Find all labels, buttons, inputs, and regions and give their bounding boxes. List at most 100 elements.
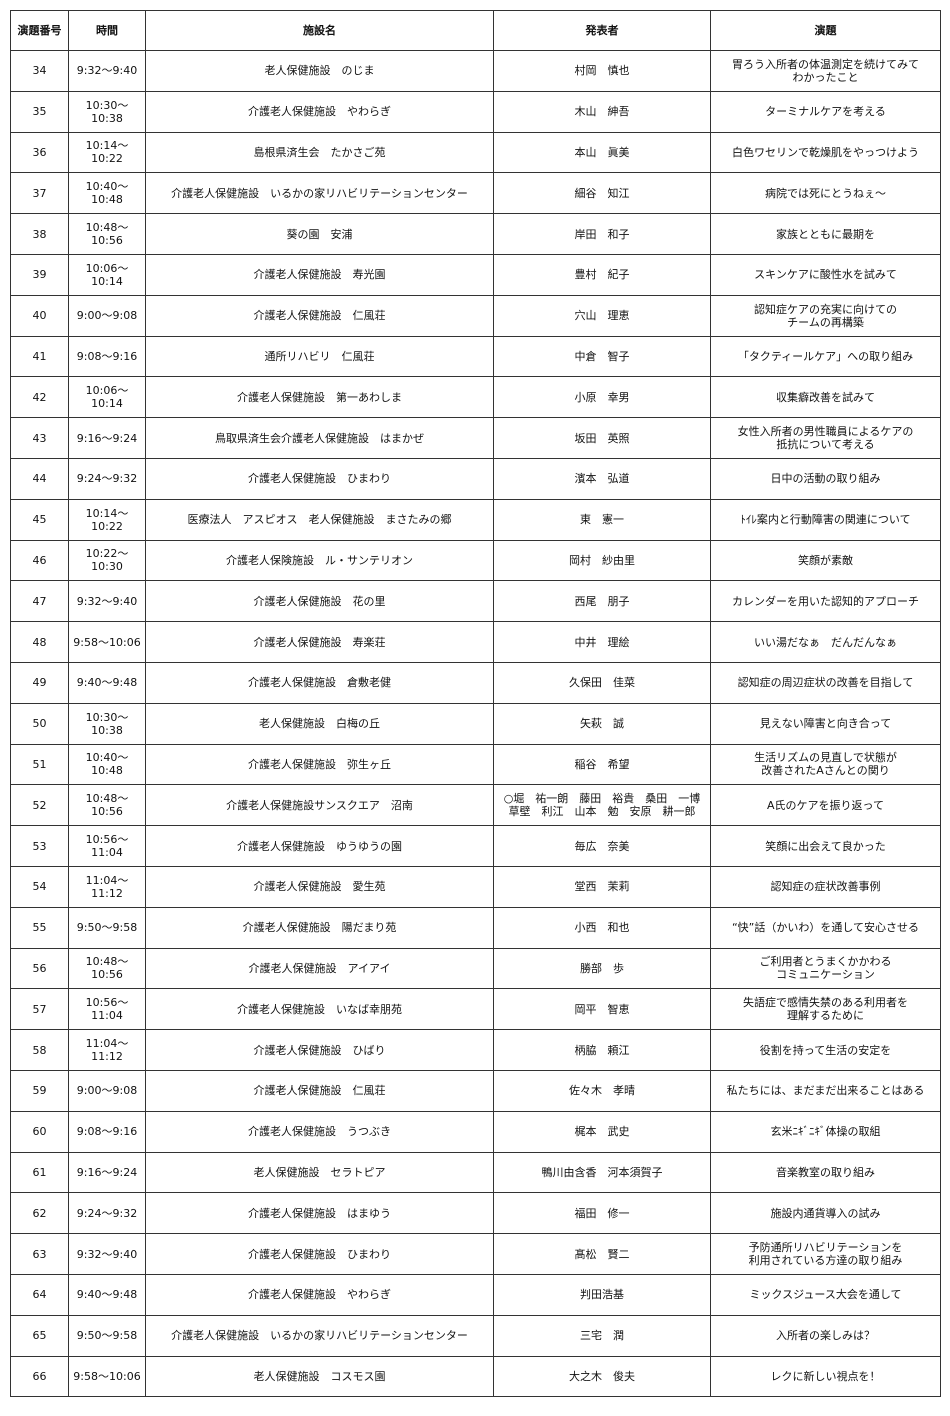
number-cell: 52 — [10, 784, 69, 827]
table-row: 40 9:00～9:08 介護老人保健施設 仁風荘 穴山 理恵 認知症ケアの充実に向けて… — [10, 294, 941, 337]
topic-cell: ご利用者とうまくかかわる コミュニケーション — [710, 947, 941, 990]
presenter-cell: 西尾 朋子 — [493, 580, 711, 623]
topic-cell: 胃ろう入所者の体温測定を続けてみて わかったこと — [710, 50, 941, 92]
topic-cell: 入所者の楽しみは？ — [710, 1314, 941, 1357]
time-cell: 9:16～9:24 — [68, 417, 146, 459]
facility-cell: 老人保健施設 のじま — [145, 50, 494, 92]
number-cell: 49 — [10, 661, 69, 704]
time-cell: 10:06～10:14 — [68, 376, 146, 419]
topic-cell: “快”話（かいわ）を通して安心させる — [710, 906, 941, 949]
topic-cell: 認知症の周辺症状の改善を目指して — [710, 661, 941, 704]
number-cell: 56 — [10, 947, 69, 990]
number-cell: 37 — [10, 172, 69, 215]
presenter-cell: 本山 眞美 — [493, 131, 711, 174]
facility-cell: 介護老人保健施設 仁風荘 — [145, 1069, 494, 1112]
number-cell: 36 — [10, 131, 69, 174]
topic-cell: ﾄｲﾚ案内と行動障害の関連について — [710, 498, 941, 541]
topic-cell: いい湯だなぁ だんだんなぁ — [710, 621, 941, 663]
presenter-cell: 中倉 智子 — [493, 335, 711, 378]
time-cell: 9:08～9:16 — [68, 335, 146, 378]
facility-cell: 介護老人保健施設 弥生ヶ丘 — [145, 743, 494, 786]
time-cell: 9:58～10:06 — [68, 1355, 146, 1398]
facility-cell: 介護老人保健施設 いなば幸朋苑 — [145, 988, 494, 1031]
facility-cell: 介護老人保健施設 うつぶき — [145, 1110, 494, 1153]
facility-cell: 介護老人保健施設 仁風荘 — [145, 294, 494, 337]
facility-cell: 介護老人保健施設 第一あわしま — [145, 376, 494, 419]
presenter-cell: 細谷 知江 — [493, 172, 711, 215]
number-cell: 57 — [10, 988, 69, 1031]
header-cell: 演題 — [710, 10, 941, 51]
table-row: 43 9:16～9:24 鳥取県済生会介護老人保健施設 はまかぜ 坂田 英照 女性入所者… — [10, 417, 941, 459]
topic-cell: 施設内通貨導入の試み — [710, 1192, 941, 1235]
facility-cell: 鳥取県済生会介護老人保健施設 はまかぜ — [145, 417, 494, 459]
time-cell: 9:00～9:08 — [68, 294, 146, 337]
topic-cell: 白色ワセリンで乾燥肌をやっつけよう — [710, 131, 941, 174]
table-row: 52 10:48～10:56 介護老人保健施設サンスクエア 沼南 ○堀 祐一朗 藤田 … — [10, 784, 941, 827]
table-row: 36 10:14～10:22 島根県済生会 たかさご苑 本山 眞美 白色ワセリンで乾燥肌… — [10, 131, 941, 174]
presenter-cell: 濱本 弘道 — [493, 457, 711, 500]
time-cell: 9:50～9:58 — [68, 906, 146, 949]
presenter-cell: 鴨川由含香 河本須賀子 — [493, 1151, 711, 1194]
number-cell: 38 — [10, 213, 69, 255]
table-row: 46 10:22～10:30 介護老人保険施設 ル・サンテリオン 岡村 紗由里 笑顔が素… — [10, 539, 941, 582]
facility-cell: 医療法人 アスピオス 老人保健施設 まさたみの郷 — [145, 498, 494, 541]
facility-cell: 介護老人保健施設 寿光園 — [145, 253, 494, 296]
table-row: 37 10:40～10:48 介護老人保健施設 いるかの家リハビリテーションセンター… — [10, 172, 941, 215]
facility-cell: 介護老人保健施設 寿楽荘 — [145, 621, 494, 663]
time-cell: 9:58～10:06 — [68, 621, 146, 663]
number-cell: 45 — [10, 498, 69, 541]
presenter-cell: 小西 和也 — [493, 906, 711, 949]
number-cell: 47 — [10, 580, 69, 623]
topic-cell: 生活リズムの見直しで状態が 改善されたAさんとの関り — [710, 743, 941, 786]
number-cell: 63 — [10, 1233, 69, 1275]
table-row: 41 9:08～9:16 通所リハビリ 仁風荘 中倉 智子 「タクティールケア」への取り… — [10, 335, 941, 378]
facility-cell: 老人保健施設 白梅の丘 — [145, 702, 494, 745]
header-cell: 時間 — [68, 10, 146, 51]
presenter-cell: 福田 修一 — [493, 1192, 711, 1235]
table-row: 65 9:50～9:58 介護老人保健施設 いるかの家リハビリテーションセンター 三宅… — [10, 1314, 941, 1357]
table-row: 54 11:04～11:12 介護老人保健施設 愛生苑 堂西 茉莉 認知症の症状改善事例 — [10, 865, 941, 908]
facility-cell: 介護老人保健施設 はまゆう — [145, 1192, 494, 1235]
number-cell: 60 — [10, 1110, 69, 1153]
table-row: 61 9:16～9:24 老人保健施設 セラトピア 鴨川由含香 河本須賀子 音楽教室の取… — [10, 1151, 941, 1194]
topic-cell: 認知症の症状改善事例 — [710, 865, 941, 908]
presenter-cell: ○堀 祐一朗 藤田 裕貴 桑田 一博 草壁 利江 山本 勉 安原 耕一郎 — [493, 784, 711, 827]
number-cell: 51 — [10, 743, 69, 786]
time-cell: 9:40～9:48 — [68, 661, 146, 704]
number-cell: 59 — [10, 1069, 69, 1112]
topic-cell: 笑顔が素敵 — [710, 539, 941, 582]
table-row: 39 10:06～10:14 介護老人保健施設 寿光園 豊村 紀子 スキンケアに酸性水を… — [10, 253, 941, 296]
number-cell: 43 — [10, 417, 69, 459]
facility-cell: 介護老人保健施設 やわらぎ — [145, 1273, 494, 1316]
number-cell: 54 — [10, 865, 69, 908]
topic-cell: カレンダーを用いた認知的アプローチ — [710, 580, 941, 623]
table-row: 34 9:32～9:40 老人保健施設 のじま 村岡 慎也 胃ろう入所者の体温測定を続け… — [10, 50, 941, 92]
time-cell: 9:32～9:40 — [68, 1233, 146, 1275]
presenter-cell: 毎広 奈美 — [493, 825, 711, 867]
facility-cell: 介護老人保健施設サンスクエア 沼南 — [145, 784, 494, 827]
table-body: 34 9:32～9:40 老人保健施設 のじま 村岡 慎也 胃ろう入所者の体温測定を続け… — [10, 50, 941, 1398]
topic-cell: 見えない障害と向き合って — [710, 702, 941, 745]
time-cell: 10:14～10:22 — [68, 498, 146, 541]
topic-cell: 認知症ケアの充実に向けての チームの再構築 — [710, 294, 941, 337]
topic-cell: 失語症で感情失禁のある利用者を 理解するために — [710, 988, 941, 1031]
table-row: 44 9:24～9:32 介護老人保健施設 ひまわり 濱本 弘道 日中の活動の取り組み — [10, 457, 941, 500]
number-cell: 39 — [10, 253, 69, 296]
presenter-cell: 三宅 潤 — [493, 1314, 711, 1357]
table-row: 47 9:32～9:40 介護老人保健施設 花の里 西尾 朋子 カレンダーを用いた認知的… — [10, 580, 941, 623]
presenter-cell: 勝部 歩 — [493, 947, 711, 990]
number-cell: 64 — [10, 1273, 69, 1316]
table-row: 62 9:24～9:32 介護老人保健施設 はまゆう 福田 修一 施設内通貨導入の試み — [10, 1192, 941, 1235]
facility-cell: 老人保健施設 セラトピア — [145, 1151, 494, 1194]
presenter-cell: 村岡 慎也 — [493, 50, 711, 92]
number-cell: 62 — [10, 1192, 69, 1235]
table-row: 55 9:50～9:58 介護老人保健施設 陽だまり苑 小西 和也 “快”話（かいわ）を… — [10, 906, 941, 949]
topic-cell: 予防通所リハビリテーションを 利用されている方達の取り組み — [710, 1233, 941, 1275]
topic-cell: ターミナルケアを考える — [710, 90, 941, 133]
presenter-cell: 岡平 智恵 — [493, 988, 711, 1031]
facility-cell: 介護老人保健施設 花の里 — [145, 580, 494, 623]
topic-cell: 笑顔に出会えて良かった — [710, 825, 941, 867]
table-row: 53 10:56～11:04 介護老人保健施設 ゆうゆうの園 毎広 奈美 笑顔に出会えて… — [10, 825, 941, 867]
table-row: 63 9:32～9:40 介護老人保健施設 ひまわり 髙松 賢二 予防通所リハビリテーシ… — [10, 1233, 941, 1275]
